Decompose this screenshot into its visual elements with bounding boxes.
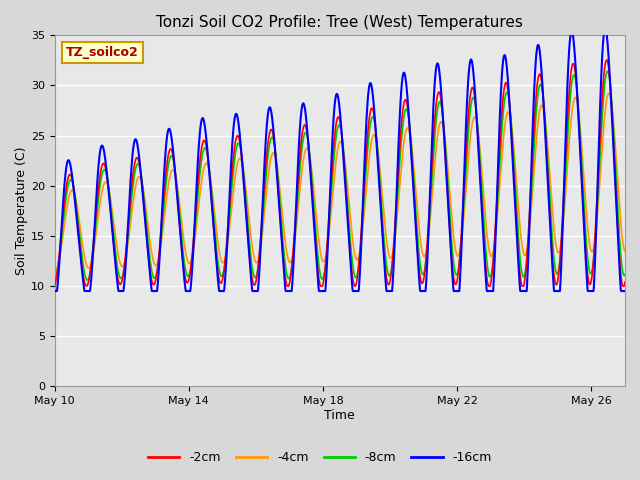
Title: Tonzi Soil CO2 Profile: Tree (West) Temperatures: Tonzi Soil CO2 Profile: Tree (West) Temp… [156, 15, 524, 30]
-4cm [621, 249, 629, 254]
-16cm [495, 123, 503, 129]
-8cm [621, 272, 629, 277]
-2cm [603, 57, 611, 63]
Text: TZ_soilco2: TZ_soilco2 [66, 46, 139, 59]
-8cm [495, 164, 503, 170]
-4cm [178, 218, 186, 224]
-16cm [177, 242, 185, 248]
-2cm [496, 142, 504, 147]
-4cm [496, 181, 504, 187]
-16cm [145, 254, 152, 260]
-2cm [178, 245, 186, 251]
-16cm [67, 162, 74, 168]
Legend: -2cm, -4cm, -8cm, -16cm: -2cm, -4cm, -8cm, -16cm [143, 446, 497, 469]
-4cm [605, 90, 612, 96]
-4cm [51, 268, 59, 274]
-16cm [193, 168, 201, 174]
-2cm [51, 283, 58, 289]
-2cm [621, 279, 629, 285]
Line: -8cm: -8cm [54, 71, 625, 282]
-8cm [604, 68, 611, 74]
-4cm [51, 267, 58, 273]
Line: -2cm: -2cm [54, 60, 625, 286]
Y-axis label: Soil Temperature (C): Soil Temperature (C) [15, 146, 28, 275]
-8cm [67, 177, 74, 182]
-16cm [51, 288, 58, 294]
-2cm [145, 256, 152, 262]
-4cm [358, 239, 365, 245]
-16cm [357, 248, 365, 253]
-2cm [67, 172, 74, 178]
X-axis label: Time: Time [324, 409, 355, 422]
-2cm [83, 283, 90, 289]
Line: -16cm: -16cm [54, 28, 625, 291]
Line: -4cm: -4cm [54, 93, 625, 271]
-16cm [601, 25, 609, 31]
-8cm [177, 230, 185, 236]
-8cm [145, 241, 152, 247]
-2cm [194, 183, 202, 189]
-4cm [67, 189, 74, 194]
-4cm [194, 212, 202, 218]
-8cm [357, 240, 365, 246]
-16cm [621, 288, 629, 294]
-8cm [193, 199, 201, 205]
-2cm [358, 228, 365, 234]
-4cm [145, 228, 152, 234]
-8cm [51, 279, 58, 285]
